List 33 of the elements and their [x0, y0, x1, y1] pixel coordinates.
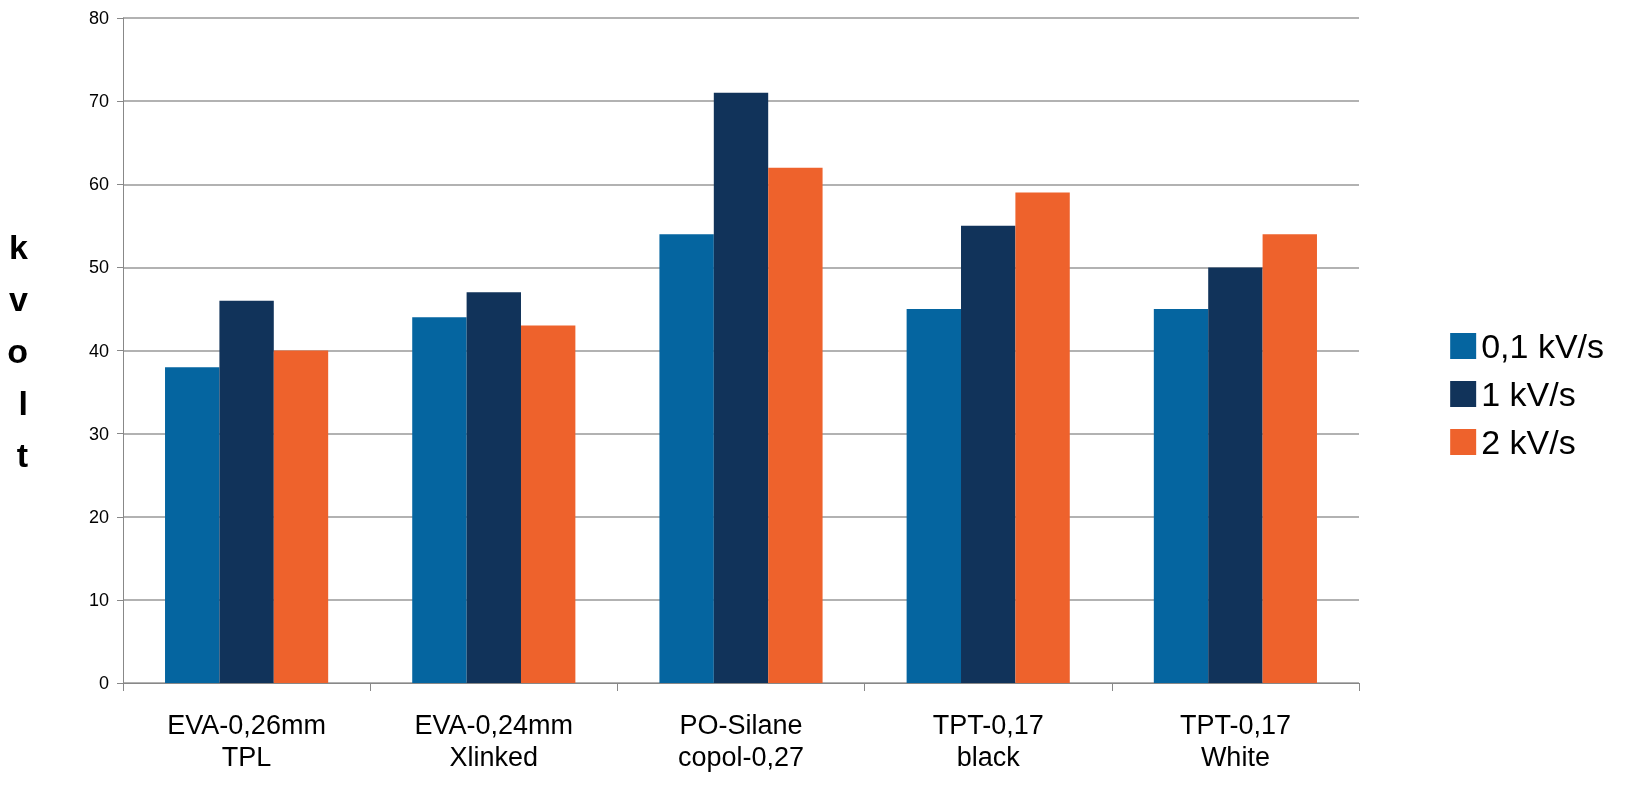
x-tick-label: TPT-0,17 White: [1179, 710, 1291, 772]
bar: [520, 325, 576, 683]
bar: [165, 367, 220, 683]
bar: [1015, 192, 1070, 683]
bar: [1208, 267, 1263, 683]
x-tick-label: PO-Silane copol-0,27: [677, 710, 805, 772]
bar: [713, 92, 769, 683]
bar: [659, 234, 714, 683]
x-tick-label: EVA-0,24mm Xlinked: [414, 710, 574, 772]
y-tick-label: 80: [88, 8, 109, 28]
bar: [961, 225, 1016, 683]
bar: [412, 317, 467, 683]
bar: [1262, 234, 1317, 683]
y-tick-label: 30: [88, 423, 109, 444]
y-tick-label: 20: [88, 506, 109, 527]
y-tick-label: 0: [98, 673, 109, 693]
legend-label: 0,1 kV/s: [1481, 327, 1605, 365]
y-axis-title: kvolt: [7, 227, 29, 474]
bar: [466, 292, 521, 683]
y-tick-label: 50: [88, 257, 109, 278]
bar: [768, 167, 823, 683]
y-tick-label: 10: [88, 589, 109, 610]
legend-label: 1 kV/s: [1481, 375, 1576, 413]
x-tick-label: TPT-0,17 black: [932, 710, 1044, 772]
bar: [219, 300, 274, 683]
y-tick-label: 60: [88, 174, 109, 195]
bar: [906, 308, 962, 683]
bar: [1153, 308, 1209, 683]
y-tick-label: 70: [88, 91, 109, 112]
legend-label: 2 kV/s: [1481, 423, 1576, 461]
bar: [273, 350, 329, 683]
x-tick-label: EVA-0,26mm TPL: [167, 710, 326, 772]
y-tick-label: 40: [88, 340, 109, 361]
